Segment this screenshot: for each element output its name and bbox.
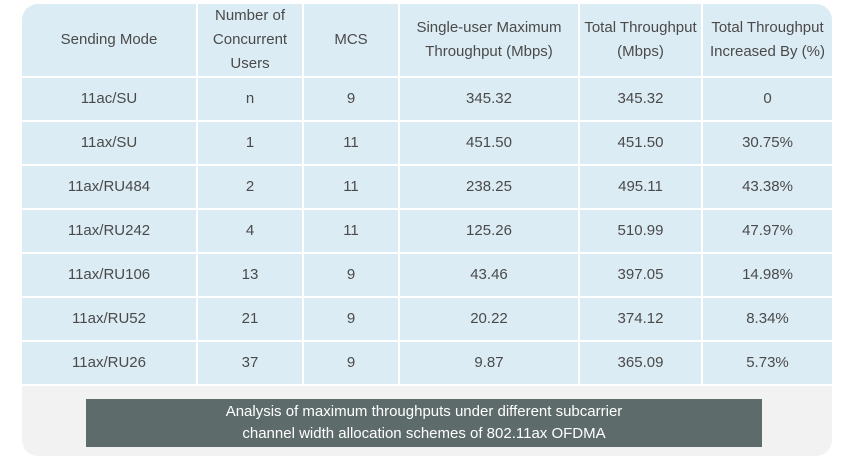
table-row: 11ac/SU n 9 345.32 345.32 0 (22, 76, 832, 122)
table-caption: Analysis of maximum throughputs under di… (86, 399, 762, 447)
cell-single-user-throughput: 9.87 (398, 340, 580, 386)
cell-throughput-increase: 0 (701, 76, 832, 122)
caption-line-2: channel width allocation schemes of 802.… (242, 425, 606, 442)
cell-total-throughput: 495.11 (578, 164, 703, 210)
cell-sending-mode: 11ax/RU484 (22, 164, 198, 210)
cell-total-throughput: 365.09 (578, 340, 703, 386)
cell-concurrent-users: 21 (196, 296, 304, 342)
cell-total-throughput: 510.99 (578, 208, 703, 254)
cell-total-throughput: 345.32 (578, 76, 703, 122)
cell-sending-mode: 11ax/RU26 (22, 340, 198, 386)
table-card: Sending Mode Number of Concurrent Users … (22, 4, 832, 456)
table-row: 11ax/SU 1 11 451.50 451.50 30.75% (22, 120, 832, 166)
header-mcs: MCS (302, 4, 400, 78)
table-row: 11ax/RU484 2 11 238.25 495.11 43.38% (22, 164, 832, 210)
cell-mcs: 11 (302, 120, 400, 166)
cell-sending-mode: 11ax/RU106 (22, 252, 198, 298)
cell-mcs: 11 (302, 208, 400, 254)
cell-single-user-throughput: 20.22 (398, 296, 580, 342)
cell-single-user-throughput: 451.50 (398, 120, 580, 166)
cell-sending-mode: 11ac/SU (22, 76, 198, 122)
cell-throughput-increase: 5.73% (701, 340, 832, 386)
cell-total-throughput: 397.05 (578, 252, 703, 298)
cell-single-user-throughput: 238.25 (398, 164, 580, 210)
header-throughput-increase: Total Throughput Increased By (%) (701, 4, 832, 78)
cell-mcs: 11 (302, 164, 400, 210)
cell-mcs: 9 (302, 296, 400, 342)
cell-single-user-throughput: 345.32 (398, 76, 580, 122)
cell-sending-mode: 11ax/RU52 (22, 296, 198, 342)
cell-throughput-increase: 30.75% (701, 120, 832, 166)
caption-line-1: Analysis of maximum throughputs under di… (225, 403, 623, 420)
cell-mcs: 9 (302, 340, 400, 386)
cell-mcs: 9 (302, 252, 400, 298)
cell-throughput-increase: 43.38% (701, 164, 832, 210)
table-row: 11ax/RU26 37 9 9.87 365.09 5.73% (22, 340, 832, 386)
cell-throughput-increase: 14.98% (701, 252, 832, 298)
cell-mcs: 9 (302, 76, 400, 122)
table-row: 11ax/RU106 13 9 43.46 397.05 14.98% (22, 252, 832, 298)
table-row: 11ax/RU52 21 9 20.22 374.12 8.34% (22, 296, 832, 342)
cell-throughput-increase: 8.34% (701, 296, 832, 342)
cell-sending-mode: 11ax/SU (22, 120, 198, 166)
cell-concurrent-users: 2 (196, 164, 304, 210)
cell-single-user-throughput: 43.46 (398, 252, 580, 298)
cell-concurrent-users: 13 (196, 252, 304, 298)
cell-single-user-throughput: 125.26 (398, 208, 580, 254)
cell-concurrent-users: 37 (196, 340, 304, 386)
cell-total-throughput: 451.50 (578, 120, 703, 166)
cell-total-throughput: 374.12 (578, 296, 703, 342)
throughput-table: Sending Mode Number of Concurrent Users … (22, 4, 832, 386)
table-row: 11ax/RU242 4 11 125.26 510.99 47.97% (22, 208, 832, 254)
header-sending-mode: Sending Mode (22, 4, 198, 78)
header-single-user-throughput: Single-user Maximum Throughput (Mbps) (398, 4, 580, 78)
header-total-throughput: Total Throughput (Mbps) (578, 4, 703, 78)
header-concurrent-users: Number of Concurrent Users (196, 4, 304, 78)
cell-sending-mode: 11ax/RU242 (22, 208, 198, 254)
cell-concurrent-users: n (196, 76, 304, 122)
cell-concurrent-users: 1 (196, 120, 304, 166)
table-header-row: Sending Mode Number of Concurrent Users … (22, 4, 832, 78)
cell-throughput-increase: 47.97% (701, 208, 832, 254)
cell-concurrent-users: 4 (196, 208, 304, 254)
